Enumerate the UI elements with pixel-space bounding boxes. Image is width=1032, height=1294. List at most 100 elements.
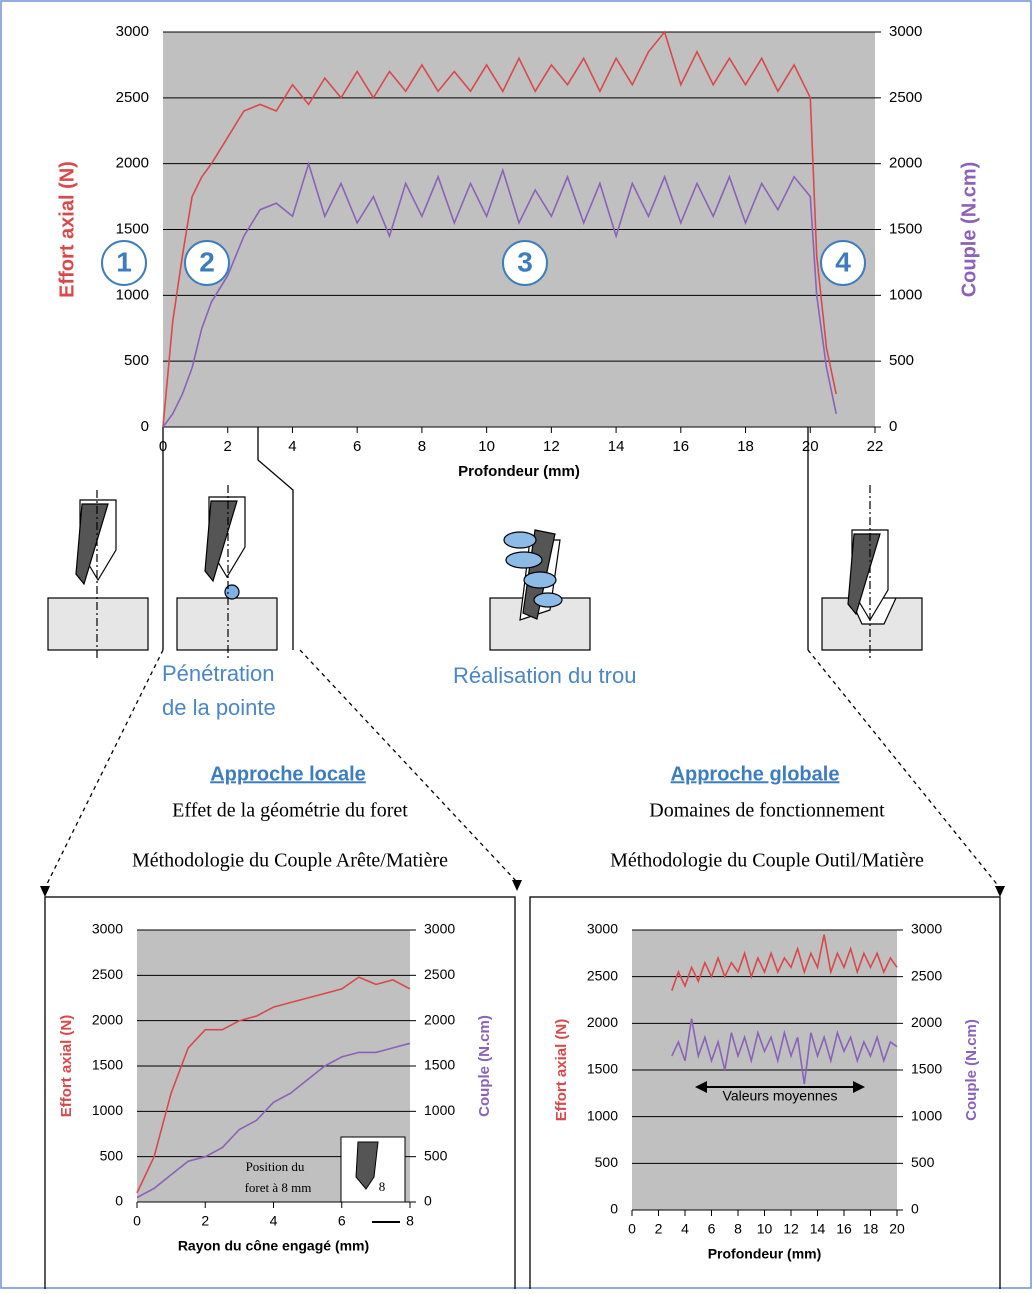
phase-captions: Pénétration de la pointe Réalisation du … (162, 661, 636, 720)
approach-title: Approche locale (210, 763, 366, 785)
x-tick-label: 4 (288, 438, 296, 455)
panel-frame (44, 896, 516, 1294)
y-axis-label: Effort axial (N) (553, 1019, 570, 1122)
approach-line: Méthodologie du Couple Arête/Matière (132, 850, 448, 872)
annotation: Valeurs moyennes (723, 1088, 838, 1104)
x-tick-label: 4 (681, 1221, 689, 1237)
x-tick-label: 20 (802, 438, 819, 455)
arrowheads (40, 880, 1005, 897)
x-axis-label: Rayon du cône engagé (mm) (178, 1238, 369, 1254)
caption: Réalisation du trou (453, 663, 636, 688)
y-tick-label: 500 (124, 352, 149, 369)
phase-marker (820, 240, 866, 286)
y-tick-label: 2000 (587, 1014, 618, 1030)
y2-tick-label: 0 (911, 1201, 919, 1217)
x-tick-label: 2 (224, 438, 232, 455)
inset-drill (355, 1141, 379, 1190)
phase-marker (184, 240, 230, 286)
x-tick-label: 2 (201, 1213, 209, 1229)
phase-number: 1 (116, 246, 132, 277)
inset-label: Position du (246, 1159, 305, 1174)
drill-sketches (47, 485, 923, 660)
panel-frame (529, 896, 1001, 1294)
y2-tick-label: 2000 (911, 1014, 942, 1030)
y2-tick-label: 1500 (424, 1057, 455, 1073)
x-tick-label: 16 (836, 1221, 852, 1237)
x-tick-label: 6 (338, 1213, 346, 1229)
approach-line: Domaines de fonctionnement (649, 800, 885, 822)
series-line (671, 1018, 898, 1085)
caption: Pénétration (162, 661, 275, 686)
y-tick-label: 0 (610, 1201, 618, 1217)
y2-tick-label: 2000 (889, 155, 922, 172)
x-tick-label: 18 (737, 438, 754, 455)
phase-number: 3 (517, 246, 533, 277)
y2-tick-label: 3000 (424, 921, 455, 937)
y-axis-label: Effort axial (N) (58, 1015, 75, 1118)
series-line (136, 976, 411, 1194)
x-axis-label: Profondeur (mm) (708, 1246, 822, 1262)
y2-tick-label: 0 (889, 418, 897, 435)
y-tick-label: 2000 (116, 155, 149, 172)
x-tick-label: 8 (418, 438, 426, 455)
x-tick-label: 14 (810, 1221, 826, 1237)
x-tick-label: 18 (863, 1221, 879, 1237)
y2-tick-label: 2500 (911, 967, 942, 983)
y-tick-label: 1500 (116, 220, 149, 237)
x-tick-label: 16 (672, 438, 689, 455)
y2-tick-label: 1000 (911, 1107, 942, 1123)
y2-tick-label: 1500 (911, 1061, 942, 1077)
x-tick-label: 20 (889, 1221, 905, 1237)
x-tick-label: 4 (270, 1213, 278, 1229)
y2-tick-label: 0 (424, 1193, 432, 1209)
y-tick-label: 3000 (116, 23, 149, 40)
x-tick-label: 12 (783, 1221, 799, 1237)
caption: de la pointe (162, 695, 276, 720)
y2-tick-label: 3000 (889, 23, 922, 40)
series-line (671, 934, 898, 991)
y-tick-label: 2500 (92, 966, 123, 982)
x-tick-label: 10 (478, 438, 495, 455)
y-tick-label: 1000 (587, 1107, 618, 1123)
y2-tick-label: 500 (889, 352, 914, 369)
x-tick-label: 0 (159, 438, 167, 455)
x-axis-label: Profondeur (mm) (458, 463, 580, 480)
y-tick-label: 1000 (116, 286, 149, 303)
y2-tick-label: 1000 (889, 286, 922, 303)
y-tick-label: 0 (115, 1193, 123, 1209)
y-tick-label: 0 (141, 418, 149, 435)
y2-axis-label: Couple (N.cm) (963, 1019, 980, 1121)
phase-marker (101, 240, 147, 286)
connectors (44, 427, 1001, 889)
inset-label: foret à 8 mm (245, 1180, 312, 1195)
x-tick-label: 2 (655, 1221, 663, 1237)
approach-title: Approche globale (671, 763, 840, 785)
y2-tick-label: 1000 (424, 1102, 455, 1118)
y2-tick-label: 500 (911, 1154, 935, 1170)
y-tick-label: 1500 (587, 1061, 618, 1077)
y-tick-label: 1000 (92, 1102, 123, 1118)
y2-axis-label: Couple (N.cm) (958, 162, 980, 298)
series-line (136, 1042, 411, 1199)
approach-line: Méthodologie du Couple Outil/Matière (610, 850, 924, 872)
y2-tick-label: 2500 (889, 89, 922, 106)
y-tick-label: 2000 (92, 1011, 123, 1027)
y2-axis-label: Couple (N.cm) (476, 1015, 493, 1117)
series-line (162, 30, 837, 428)
y-tick-label: 500 (100, 1147, 124, 1163)
y-tick-label: 2500 (587, 967, 618, 983)
x-tick-label: 0 (133, 1213, 141, 1229)
x-tick-label: 12 (543, 438, 560, 455)
phase-number: 4 (835, 246, 851, 277)
phase-number: 2 (199, 246, 215, 277)
y-tick-label: 2500 (116, 89, 149, 106)
x-tick-label: 8 (406, 1213, 414, 1229)
x-tick-label: 6 (708, 1221, 716, 1237)
series-line (162, 160, 837, 428)
x-tick-label: 10 (757, 1221, 773, 1237)
x-tick-label: 14 (608, 438, 625, 455)
approach-texts: Approche locale Effet de la géométrie du… (132, 763, 924, 871)
y-axis-label: Effort axial (N) (56, 161, 78, 298)
